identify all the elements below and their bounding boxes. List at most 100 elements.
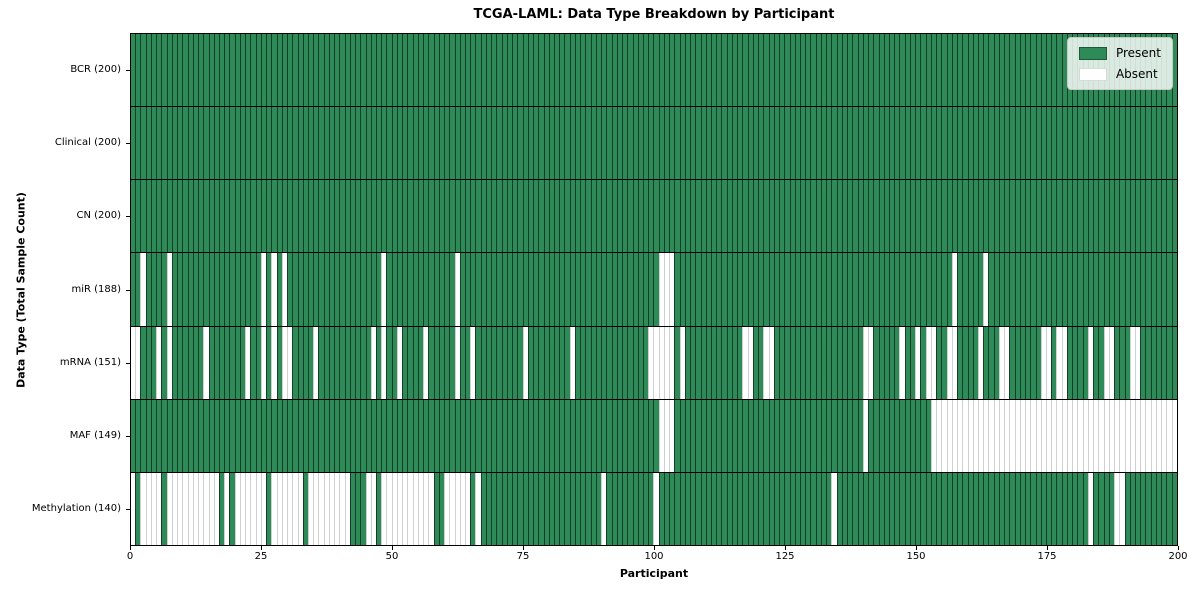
heatmap-cell [1119, 472, 1125, 545]
heatmap-cell [339, 253, 345, 326]
heatmap-cell [1056, 399, 1062, 472]
heatmap-cell [250, 399, 256, 472]
heatmap-cell [318, 472, 324, 545]
heatmap-cell [705, 253, 712, 326]
heatmap-cell [590, 253, 596, 326]
heatmap-cell [841, 107, 848, 180]
heatmap-cell [946, 326, 952, 399]
heatmap-cell [156, 326, 162, 399]
heatmap-cell [815, 472, 821, 545]
heatmap-cell [218, 399, 225, 472]
heatmap-cell [742, 326, 748, 399]
heatmap-cell [412, 107, 418, 180]
heatmap-cell [161, 34, 167, 107]
heatmap-cell [669, 472, 675, 545]
heatmap-cell [287, 253, 293, 326]
heatmap-cell [328, 107, 335, 180]
heatmap-cell [731, 107, 738, 180]
heatmap-cell [747, 472, 753, 545]
heatmap-cell [868, 253, 874, 326]
heatmap-cell [752, 107, 759, 180]
heatmap-cell [1061, 34, 1067, 107]
heatmap-cell [731, 180, 738, 253]
heatmap-cell [883, 34, 889, 107]
heatmap-cell [1135, 253, 1141, 326]
heatmap-cell [412, 326, 418, 399]
heatmap-row-mir [131, 253, 1177, 327]
heatmap-cell [428, 326, 434, 399]
heatmap-cell [318, 107, 324, 180]
heatmap-cell [1009, 34, 1015, 107]
heatmap-cell [653, 326, 659, 399]
heatmap-cell [559, 107, 565, 180]
heatmap-cell [1166, 326, 1172, 399]
heatmap-cell [648, 34, 654, 107]
heatmap-cell [182, 180, 188, 253]
heatmap-cell [328, 399, 335, 472]
heatmap-cell [140, 399, 146, 472]
heatmap-cell [302, 399, 308, 472]
heatmap-cell [1019, 253, 1026, 326]
heatmap-cell [150, 180, 157, 253]
heatmap-cell [590, 180, 596, 253]
heatmap-cell [192, 180, 199, 253]
heatmap-cell [145, 253, 151, 326]
heatmap-cell [302, 107, 308, 180]
heatmap-cell [684, 107, 691, 180]
heatmap-cell [1056, 253, 1062, 326]
heatmap-cell [428, 399, 434, 472]
heatmap-cell [920, 472, 926, 545]
heatmap-cell [1150, 472, 1156, 545]
heatmap-cell [538, 326, 544, 399]
heatmap-cell [287, 399, 293, 472]
heatmap-cell [506, 34, 513, 107]
heatmap-cell [862, 399, 869, 472]
heatmap-cell [491, 326, 497, 399]
heatmap-cell [470, 399, 476, 472]
heatmap-cell [402, 107, 408, 180]
heatmap-cell [695, 253, 701, 326]
heatmap-cell [135, 34, 141, 107]
heatmap-cell [815, 34, 821, 107]
heatmap-cell [391, 326, 397, 399]
heatmap-cell [726, 326, 732, 399]
heatmap-cell [533, 253, 539, 326]
heatmap-cell [1025, 326, 1031, 399]
heatmap-cell [496, 34, 502, 107]
heatmap-cell [574, 399, 581, 472]
heatmap-cell [553, 399, 560, 472]
heatmap-cell [131, 399, 136, 472]
heatmap-cell [145, 472, 151, 545]
heatmap-cell [349, 399, 356, 472]
heatmap-cell [957, 253, 963, 326]
x-tick-label: 50 [385, 551, 399, 562]
heatmap-cell [690, 34, 696, 107]
heatmap-cell [637, 107, 643, 180]
heatmap-cell [559, 472, 565, 545]
heatmap-cell [454, 180, 460, 253]
heatmap-cell [339, 472, 345, 545]
heatmap-cell [391, 180, 397, 253]
heatmap-cell [836, 34, 842, 107]
heatmap-cell [1040, 253, 1047, 326]
heatmap-cell [820, 326, 827, 399]
heatmap-cell [433, 253, 439, 326]
heatmap-cell [726, 399, 732, 472]
heatmap-cell [1072, 253, 1078, 326]
heatmap-cell [564, 326, 570, 399]
heatmap-cell [831, 180, 837, 253]
heatmap-cell [459, 399, 465, 472]
heatmap-cell [376, 472, 382, 545]
heatmap-cell [831, 399, 837, 472]
heatmap-cell [470, 107, 476, 180]
x-tick-label: 150 [906, 551, 926, 562]
heatmap-cell [998, 180, 1005, 253]
heatmap-cell [1025, 34, 1031, 107]
heatmap-cell [559, 326, 565, 399]
heatmap-cell [533, 472, 539, 545]
heatmap-cell [569, 326, 575, 399]
heatmap-cell [831, 107, 837, 180]
heatmap-cell [569, 253, 575, 326]
heatmap-cell [313, 34, 319, 107]
